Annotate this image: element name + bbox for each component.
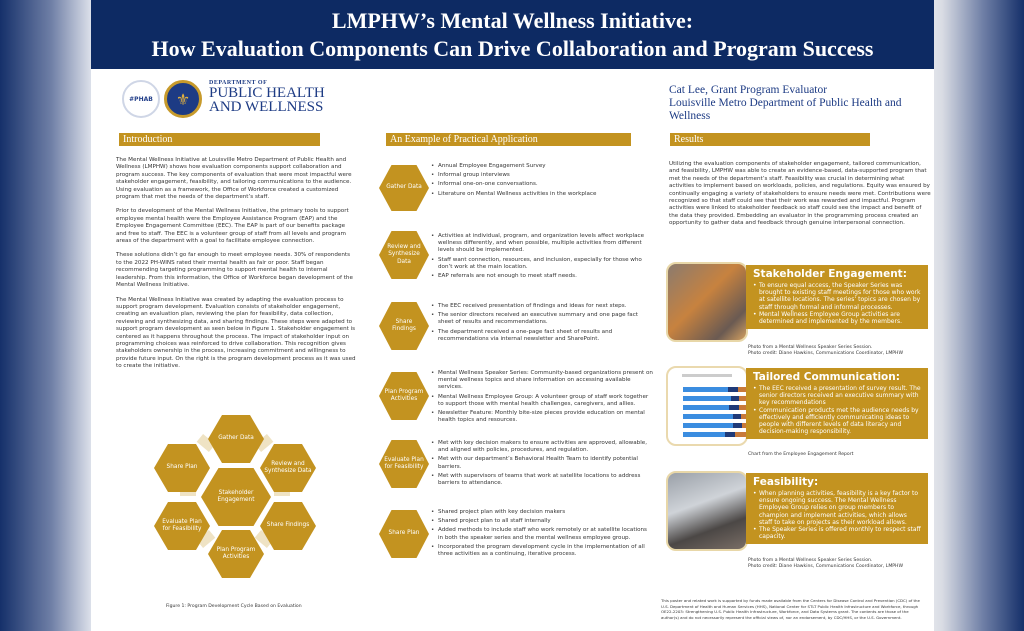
box-title: Stakeholder Engagement: — [753, 268, 907, 280]
phab-logo: #PHAB — [122, 80, 160, 118]
results-heading: Results — [670, 133, 870, 146]
introduction-text: The Mental Wellness Initiative at Louisv… — [116, 157, 356, 378]
box-title: Feasibility: — [753, 476, 819, 488]
gather-data-bullets: Annual Employee Engagement Survey Inform… — [431, 163, 653, 200]
caption-line: Photo credit: Diane Hawkins, Communicati… — [748, 564, 904, 569]
intro-paragraph: Prior to development of the Mental Welln… — [116, 208, 349, 245]
author-block: Cat Lee, Grant Program Evaluator Louisvi… — [669, 84, 934, 123]
caption-line: Photo credit: Diane Hawkins, Communicati… — [748, 351, 904, 356]
program-cycle-diagram: Gather Data Review and Synthesize Data S… — [146, 412, 326, 578]
bullet-item: The EEC received a presentation of surve… — [753, 385, 921, 407]
bullet-item: Activities at individual, program, and o… — [431, 233, 653, 255]
photo-caption: Photo from a Mental Wellness Speaker Ser… — [748, 558, 903, 570]
step-plan-activities: Plan Program Activities — [379, 372, 429, 420]
results-summary: Utilizing the evaluation components of s… — [669, 161, 931, 227]
photo-caption: Photo from a Mental Wellness Speaker Ser… — [748, 345, 903, 357]
feasibility-photo — [666, 471, 748, 551]
intro-paragraph: These solutions didn’t go far enough to … — [116, 252, 353, 289]
cycle-review-synthesize: Review and Synthesize Data — [260, 444, 316, 492]
poster-subtitle: How Evaluation Components Can Drive Coll… — [151, 36, 874, 61]
share-plan-bullets: Shared project plan with key decision ma… — [431, 509, 653, 560]
cycle-share-findings: Share Findings — [260, 502, 316, 550]
dept-line1: PUBLIC HEALTH — [209, 85, 325, 101]
chart-caption: Chart from the Employee Engagement Repor… — [748, 452, 854, 457]
tailored-communication-box: Tailored Communication: The EEC received… — [746, 368, 928, 440]
bullet-item: Mental Wellness Employee Group: A volunt… — [431, 394, 653, 408]
bullet-item: Shared project plan with key decision ma… — [431, 509, 653, 516]
bullet-item: When planning activities, feasibility is… — [753, 490, 921, 526]
review-bullets: Activities at individual, program, and o… — [431, 233, 653, 282]
bullet-item: Informal group interviews — [431, 172, 653, 179]
cycle-share-plan: Share Plan — [154, 444, 210, 492]
poster: LMPHW’s Mental Wellness Initiative: How … — [91, 0, 934, 631]
bullet-item: Literature on Mental Wellness activities… — [431, 191, 653, 198]
funding-disclaimer: This poster and related work is supporte… — [661, 598, 920, 620]
bullet-item: Incorporated the program development cyc… — [431, 544, 653, 558]
bullet-item: EAP referrals are not enough to meet sta… — [431, 273, 653, 280]
poster-title: LMPHW’s Mental Wellness Initiative: — [331, 8, 694, 33]
bullet-item: Added methods to include staff who work … — [431, 527, 653, 541]
introduction-heading: Introduction — [119, 133, 320, 146]
bullet-item: Annual Employee Engagement Survey — [431, 163, 653, 170]
dept-line2: AND WELLNESS — [209, 99, 324, 115]
step-evaluate-feasibility: Evaluate Plan for Feasibility — [379, 440, 429, 488]
plan-activities-bullets: Mental Wellness Speaker Series: Communit… — [431, 370, 653, 426]
stakeholder-engagement-box: Stakeholder Engagement: To ensure equal … — [746, 265, 928, 330]
department-logo: DEPARTMENT OF PUBLIC HEALTH AND WELLNESS — [209, 80, 325, 115]
title-banner: LMPHW’s Mental Wellness Initiative: How … — [91, 0, 934, 69]
cycle-stakeholder-engagement: Stakeholder Engagement — [201, 468, 271, 526]
author-org: Louisville Metro Department of Public He… — [669, 97, 902, 122]
engagement-chart-image — [666, 366, 748, 446]
phab-logo-text: #PHAB — [129, 95, 153, 103]
dept-small: DEPARTMENT OF — [209, 80, 268, 86]
evaluate-bullets: Met with key decision makers to ensure a… — [431, 440, 653, 489]
bullet-item: The EEC received presentation of finding… — [431, 303, 653, 310]
bullet-item: Met with key decision makers to ensure a… — [431, 440, 653, 454]
bullet-item: To ensure equal access, the Speaker Seri… — [753, 282, 921, 311]
bullet-item: Mental Wellness Employee Group activitie… — [753, 311, 921, 325]
step-share-plan: Share Plan — [379, 510, 429, 558]
step-gather-data: Gather Data — [379, 165, 429, 211]
bullet-item: Met with our department’s Behavioral Hea… — [431, 456, 653, 470]
bullet-item: The senior directors received an executi… — [431, 312, 653, 326]
bullet-item: The Speaker Series is offered monthly to… — [753, 526, 921, 540]
box-title: Tailored Communication: — [753, 371, 900, 383]
step-share-findings: Share Findings — [379, 302, 429, 350]
bullet-item: Staff want connection, resources, and in… — [431, 257, 653, 271]
bullet-item: Newsletter Feature: Monthly bite-size pi… — [431, 410, 653, 424]
bullet-item: Met with supervisors of teams that work … — [431, 473, 653, 487]
bullet-item: The department received a one-page fact … — [431, 329, 653, 343]
intro-paragraph: The Mental Wellness Initiative at Louisv… — [116, 157, 352, 201]
share-findings-bullets: The EEC received presentation of finding… — [431, 303, 653, 345]
cycle-gather-data: Gather Data — [208, 415, 264, 463]
step-review-synthesize: Review and Synthesize Data — [379, 231, 429, 279]
speaker-series-photo — [666, 262, 748, 342]
louisville-seal-logo: ⚜ — [164, 80, 202, 118]
bullet-item: Shared project plan to all staff interna… — [431, 518, 653, 525]
application-heading: An Example of Practical Application — [386, 133, 631, 146]
bullet-item: Communication products met the audience … — [753, 407, 921, 436]
figure-caption: Figure 1: Program Development Cycle Base… — [166, 604, 302, 609]
bullet-item: Informal one-on-one conversations. — [431, 181, 653, 188]
bullet-item: Mental Wellness Speaker Series: Communit… — [431, 370, 653, 392]
intro-paragraph: The Mental Wellness Initiative was creat… — [116, 296, 356, 370]
caption-line: Photo from a Mental Wellness Speaker Ser… — [748, 345, 873, 350]
author-name: Cat Lee, Grant Program Evaluator — [669, 84, 828, 96]
caption-line: Photo from a Mental Wellness Speaker Ser… — [748, 558, 873, 563]
feasibility-box: Feasibility: When planning activities, f… — [746, 473, 928, 545]
